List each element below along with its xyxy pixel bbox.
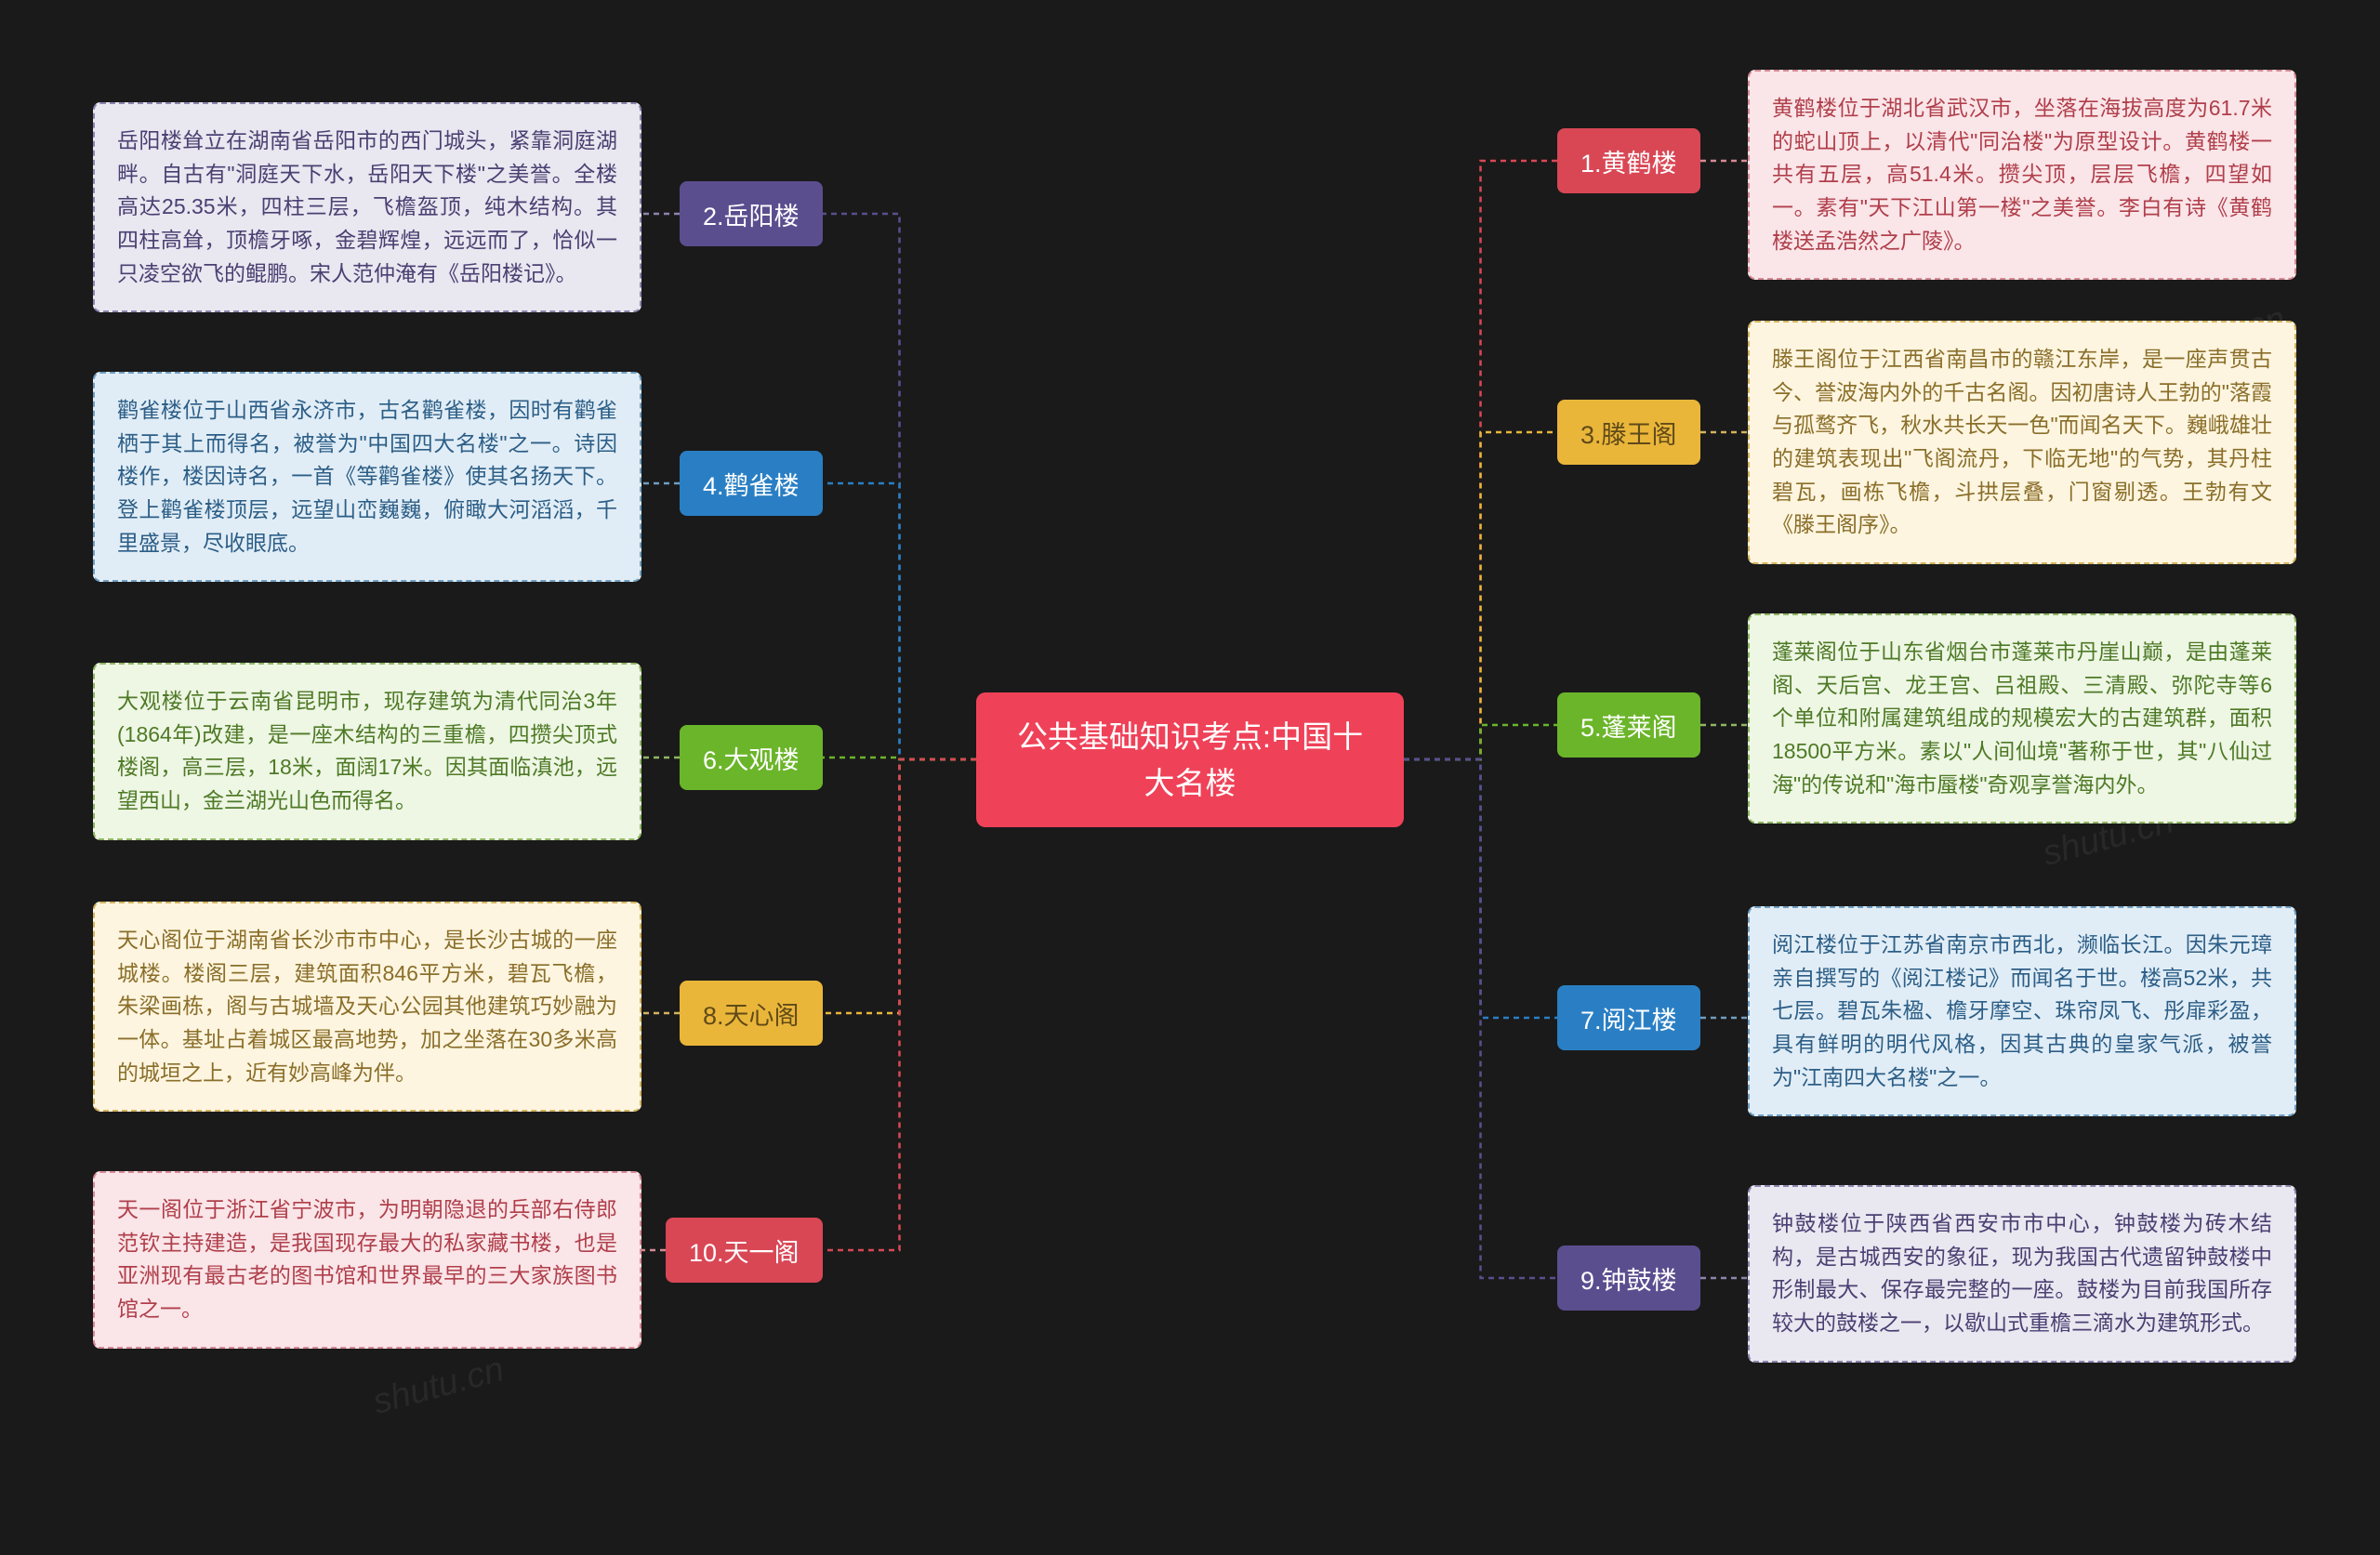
branch-node: 6.大观楼: [680, 725, 823, 790]
desc-text: 滕王阁位于江西省南昌市的赣江东岸，是一座声贯古今、誉波海内外的千古名阁。因初唐诗…: [1772, 347, 2272, 536]
branch-label: 7.阅江楼: [1580, 1000, 1677, 1036]
branch-label: 4.鹳雀楼: [703, 466, 800, 502]
desc-text: 大观楼位于云南省昆明市，现存建筑为清代同治3年(1864年)改建，是一座木结构的…: [117, 689, 617, 812]
center-label: 公共基础知识考点:中国十大名楼: [1004, 714, 1376, 806]
branch-node: 2.岳阳楼: [680, 181, 823, 246]
desc-node: 天一阁位于浙江省宁波市，为明朝隐退的兵部右侍郎范钦主持建造，是我国现存最大的私家…: [93, 1171, 641, 1349]
desc-node: 滕王阁位于江西省南昌市的赣江东岸，是一座声贯古今、誉波海内外的千古名阁。因初唐诗…: [1748, 321, 2296, 564]
branch-node: 9.钟鼓楼: [1557, 1245, 1700, 1311]
desc-text: 阅江楼位于江苏省南京市西北，濒临长江。因朱元璋亲自撰写的《阅江楼记》而闻名于世。…: [1772, 932, 2272, 1089]
branch-node: 4.鹳雀楼: [680, 451, 823, 516]
desc-node: 蓬莱阁位于山东省烟台市蓬莱市丹崖山巅，是由蓬莱阁、天后宫、龙王宫、吕祖殿、三清殿…: [1748, 613, 2296, 824]
desc-node: 大观楼位于云南省昆明市，现存建筑为清代同治3年(1864年)改建，是一座木结构的…: [93, 663, 641, 840]
branch-label: 1.黄鹤楼: [1580, 143, 1677, 179]
branch-label: 10.天一阁: [689, 1232, 800, 1269]
branch-node: 10.天一阁: [666, 1218, 823, 1283]
branch-label: 9.钟鼓楼: [1580, 1260, 1677, 1297]
desc-text: 天心阁位于湖南省长沙市市中心，是长沙古城的一座城楼。楼阁三层，建筑面积846平方…: [117, 928, 617, 1085]
branch-label: 2.岳阳楼: [703, 196, 800, 232]
desc-node: 天心阁位于湖南省长沙市市中心，是长沙古城的一座城楼。楼阁三层，建筑面积846平方…: [93, 902, 641, 1112]
branch-label: 8.天心阁: [703, 995, 800, 1032]
branch-node: 1.黄鹤楼: [1557, 128, 1700, 193]
desc-text: 蓬莱阁位于山东省烟台市蓬莱市丹崖山巅，是由蓬莱阁、天后宫、龙王宫、吕祖殿、三清殿…: [1772, 639, 2272, 797]
desc-text: 鹳雀楼位于山西省永济市，古名鹳雀楼，因时有鹳雀栖于其上而得名，被誉为"中国四大名…: [117, 398, 617, 555]
desc-node: 岳阳楼耸立在湖南省岳阳市的西门城头，紧靠洞庭湖畔。自古有"洞庭天下水，岳阳天下楼…: [93, 102, 641, 312]
desc-text: 岳阳楼耸立在湖南省岳阳市的西门城头，紧靠洞庭湖畔。自古有"洞庭天下水，岳阳天下楼…: [117, 128, 617, 285]
branch-node: 7.阅江楼: [1557, 985, 1700, 1050]
desc-text: 黄鹤楼位于湖北省武汉市，坐落在海拔高度为61.7米的蛇山顶上，以清代"同治楼"为…: [1772, 96, 2272, 253]
branch-node: 5.蓬莱阁: [1557, 692, 1700, 758]
branch-label: 6.大观楼: [703, 740, 800, 776]
desc-node: 鹳雀楼位于山西省永济市，古名鹳雀楼，因时有鹳雀栖于其上而得名，被誉为"中国四大名…: [93, 372, 641, 582]
branch-label: 5.蓬莱阁: [1580, 707, 1677, 744]
branch-node: 3.滕王阁: [1557, 400, 1700, 465]
center-node: 公共基础知识考点:中国十大名楼: [976, 692, 1404, 827]
desc-node: 阅江楼位于江苏省南京市西北，濒临长江。因朱元璋亲自撰写的《阅江楼记》而闻名于世。…: [1748, 906, 2296, 1116]
desc-text: 钟鼓楼位于陕西省西安市市中心，钟鼓楼为砖木结构，是古城西安的象征，现为我国古代遗…: [1772, 1211, 2272, 1335]
branch-label: 3.滕王阁: [1580, 415, 1677, 451]
watermark: shutu.cn: [369, 1350, 509, 1423]
desc-text: 天一阁位于浙江省宁波市，为明朝隐退的兵部右侍郎范钦主持建造，是我国现存最大的私家…: [117, 1197, 617, 1321]
branch-node: 8.天心阁: [680, 981, 823, 1046]
desc-node: 黄鹤楼位于湖北省武汉市，坐落在海拔高度为61.7米的蛇山顶上，以清代"同治楼"为…: [1748, 70, 2296, 280]
desc-node: 钟鼓楼位于陕西省西安市市中心，钟鼓楼为砖木结构，是古城西安的象征，现为我国古代遗…: [1748, 1185, 2296, 1363]
